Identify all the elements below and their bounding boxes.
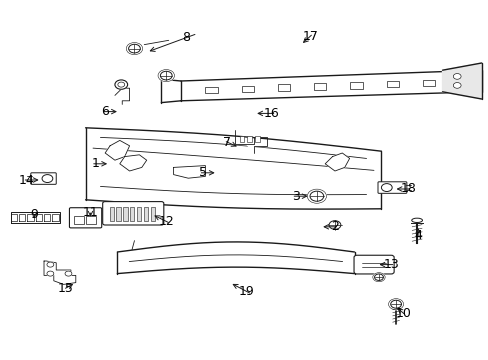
Bar	[130, 207, 134, 221]
Bar	[277, 85, 289, 91]
Polygon shape	[117, 242, 354, 274]
Bar	[137, 207, 141, 221]
Circle shape	[452, 82, 460, 88]
Bar	[239, 136, 244, 142]
Polygon shape	[105, 140, 129, 160]
FancyBboxPatch shape	[377, 182, 406, 193]
Bar	[386, 81, 398, 87]
Circle shape	[115, 80, 127, 89]
Bar	[150, 207, 155, 221]
Bar	[241, 86, 253, 92]
Polygon shape	[173, 166, 205, 178]
Circle shape	[372, 273, 385, 282]
Circle shape	[452, 73, 460, 79]
Bar	[123, 207, 127, 221]
Bar	[422, 80, 434, 86]
Polygon shape	[181, 70, 481, 101]
Text: 12: 12	[158, 215, 174, 228]
Text: 5: 5	[199, 166, 206, 179]
FancyBboxPatch shape	[102, 202, 163, 225]
Polygon shape	[11, 214, 17, 221]
Text: 7: 7	[223, 136, 231, 149]
Bar	[314, 83, 326, 90]
Polygon shape	[325, 153, 349, 171]
Bar	[247, 136, 252, 142]
Polygon shape	[120, 155, 146, 171]
Circle shape	[47, 271, 54, 276]
Polygon shape	[442, 63, 481, 99]
Circle shape	[158, 69, 174, 82]
Polygon shape	[85, 128, 381, 209]
Bar	[116, 207, 121, 221]
Circle shape	[328, 221, 340, 229]
Circle shape	[128, 44, 140, 53]
Text: 18: 18	[400, 183, 415, 195]
Text: 2: 2	[330, 220, 338, 233]
Bar	[205, 87, 217, 93]
Polygon shape	[234, 130, 266, 153]
Text: 8: 8	[182, 31, 189, 44]
Text: 6: 6	[101, 105, 109, 118]
Text: 13: 13	[383, 258, 398, 271]
Circle shape	[390, 300, 401, 308]
Circle shape	[42, 175, 53, 183]
Circle shape	[374, 274, 383, 280]
FancyBboxPatch shape	[31, 173, 56, 184]
Polygon shape	[44, 261, 76, 284]
Text: 9: 9	[30, 208, 38, 221]
Ellipse shape	[411, 218, 422, 222]
Text: 10: 10	[395, 307, 410, 320]
Text: 17: 17	[302, 30, 318, 42]
Bar	[109, 207, 114, 221]
Circle shape	[47, 262, 54, 267]
Text: 14: 14	[19, 174, 35, 186]
FancyBboxPatch shape	[353, 255, 393, 274]
Circle shape	[118, 82, 124, 87]
Bar	[86, 216, 96, 224]
Polygon shape	[19, 214, 25, 221]
Polygon shape	[27, 214, 34, 221]
Bar	[143, 207, 148, 221]
Bar	[255, 136, 260, 142]
Circle shape	[126, 42, 142, 55]
Bar	[74, 216, 84, 224]
Text: 11: 11	[82, 206, 98, 219]
Bar	[350, 82, 362, 89]
Circle shape	[160, 71, 172, 80]
Text: 1: 1	[91, 157, 99, 170]
Circle shape	[388, 299, 403, 310]
Circle shape	[65, 271, 72, 276]
Circle shape	[306, 189, 326, 203]
Polygon shape	[44, 214, 50, 221]
Polygon shape	[36, 214, 42, 221]
Circle shape	[309, 191, 323, 201]
Text: 4: 4	[413, 229, 421, 242]
Text: 19: 19	[239, 285, 254, 298]
Text: 3: 3	[291, 190, 299, 203]
Polygon shape	[52, 214, 59, 221]
FancyBboxPatch shape	[69, 208, 102, 228]
Text: 15: 15	[58, 282, 74, 294]
Text: 16: 16	[263, 107, 279, 120]
Circle shape	[381, 184, 391, 192]
